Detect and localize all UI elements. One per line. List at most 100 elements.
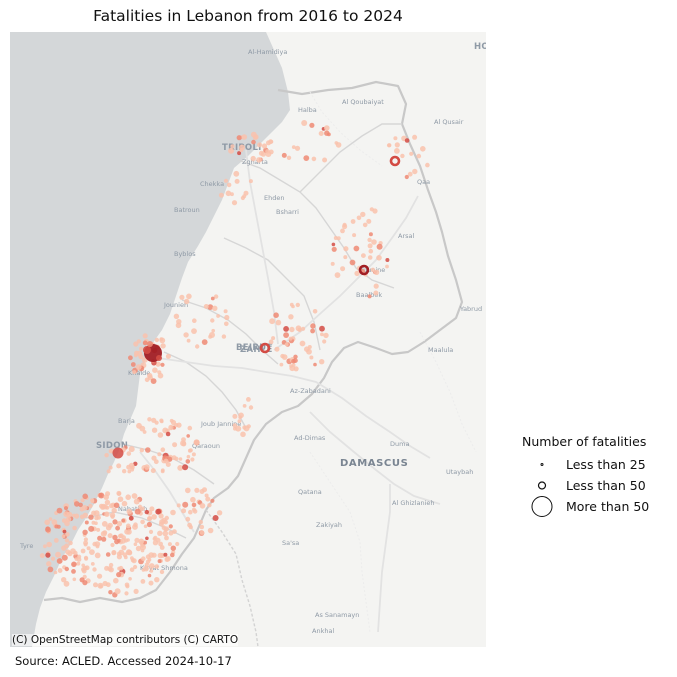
fatality-point: [62, 529, 67, 534]
fatality-point: [104, 511, 110, 517]
fatality-point: [150, 468, 156, 474]
fatality-point: [138, 504, 142, 509]
fatality-point: [404, 174, 409, 180]
fatality-point: [115, 525, 120, 531]
fatality-point: [157, 530, 163, 536]
fatality-point: [194, 487, 200, 493]
fatality-point: [190, 457, 195, 462]
fatality-point: [92, 567, 97, 572]
fatality-point: [164, 556, 170, 563]
place-label: Khalde: [128, 369, 150, 377]
fatality-point: [251, 139, 256, 145]
fatality-point: [74, 557, 79, 561]
fatality-point: [142, 430, 147, 434]
fatality-point: [117, 496, 124, 503]
fatality-point: [216, 314, 221, 318]
fatality-point: [112, 447, 124, 459]
fatality-point: [97, 573, 103, 579]
fatality-point: [48, 517, 53, 521]
fatality-point: [366, 218, 372, 224]
fatality-point: [84, 520, 89, 525]
fatality-point: [293, 366, 299, 372]
fatality-point: [294, 145, 301, 151]
fatality-point: [185, 459, 191, 464]
fatality-point: [340, 228, 345, 234]
fatality-point: [175, 541, 180, 547]
fatality-point: [333, 236, 338, 240]
fatality-point: [358, 264, 370, 276]
fatality-point: [146, 521, 152, 528]
fatality-point: [373, 290, 379, 296]
place-label: Maalula: [428, 346, 453, 354]
fatality-point: [168, 424, 174, 431]
fatality-point: [131, 493, 138, 499]
fatality-point: [173, 313, 180, 319]
place-label: Al Qusair: [434, 118, 464, 126]
fatality-point: [105, 524, 112, 531]
fatality-point: [67, 551, 73, 557]
fatality-point: [404, 138, 410, 143]
place-label: Sa'sa: [282, 539, 299, 547]
fatality-point: [159, 519, 165, 525]
fatality-point: [186, 434, 190, 438]
fatality-point: [301, 120, 308, 126]
fatality-point: [142, 333, 148, 339]
fatality-point: [74, 501, 80, 507]
fatality-point: [199, 530, 205, 535]
fatality-point: [356, 215, 362, 221]
fatality-point: [373, 283, 379, 289]
fatality-point: [376, 255, 382, 261]
fatality-point: [297, 327, 302, 332]
fatality-point: [81, 563, 85, 568]
legend-label-medium: Less than 50: [566, 478, 646, 493]
fatality-point: [241, 134, 248, 140]
fatality-point: [128, 446, 135, 453]
lebanon-south-border: [43, 509, 208, 604]
fatality-point: [386, 143, 392, 148]
fatality-point: [133, 588, 139, 595]
legend-row-large: More than 50: [522, 496, 672, 517]
place-label: Bsharri: [276, 208, 299, 216]
fatality-point: [77, 554, 82, 559]
fatality-point: [198, 519, 203, 525]
fatality-point: [71, 569, 76, 574]
place-label: Ehden: [264, 194, 284, 202]
fatality-point: [301, 326, 306, 331]
fatality-point: [61, 534, 66, 538]
fatality-point: [130, 467, 135, 472]
fatality-point: [394, 148, 400, 154]
fatality-point: [242, 425, 247, 430]
fatality-point: [57, 568, 63, 573]
map-panel[interactable]: TRIPOLIBEIRUTZAHLESIDONDAMASCUSHalbaAl Q…: [10, 32, 486, 647]
fatality-point: [138, 354, 144, 360]
fatality-point: [162, 530, 169, 537]
fatality-point: [149, 506, 155, 512]
fatality-point: [323, 332, 329, 339]
fatality-point: [246, 424, 251, 429]
legend-label-small: Less than 25: [566, 457, 646, 472]
fatality-point: [158, 541, 164, 547]
fatality-point: [299, 340, 306, 347]
fatality-point: [185, 516, 191, 522]
place-label: DAMASCUS: [340, 458, 408, 469]
fatality-point: [68, 540, 73, 546]
fatality-point: [195, 344, 200, 349]
fatality-point: [275, 319, 282, 326]
fatality-point: [367, 243, 373, 249]
fatality-point: [160, 343, 166, 349]
place-label: Al Qoubaiyat: [342, 98, 384, 106]
fatality-point: [293, 354, 298, 359]
fatality-point: [136, 339, 141, 344]
fatality-point: [113, 577, 119, 584]
fatality-point: [86, 546, 91, 551]
fatality-point: [97, 582, 104, 589]
fatality-point: [274, 346, 280, 352]
source-note: Source: ACLED. Accessed 2024-10-17: [15, 654, 232, 668]
fatality-point: [210, 318, 215, 323]
fatality-point: [39, 553, 45, 559]
fatality-point: [108, 465, 113, 470]
fatality-point: [182, 464, 189, 471]
fatality-point: [157, 432, 164, 438]
fatality-point: [133, 498, 140, 505]
place-label: Utaybah: [446, 468, 473, 476]
